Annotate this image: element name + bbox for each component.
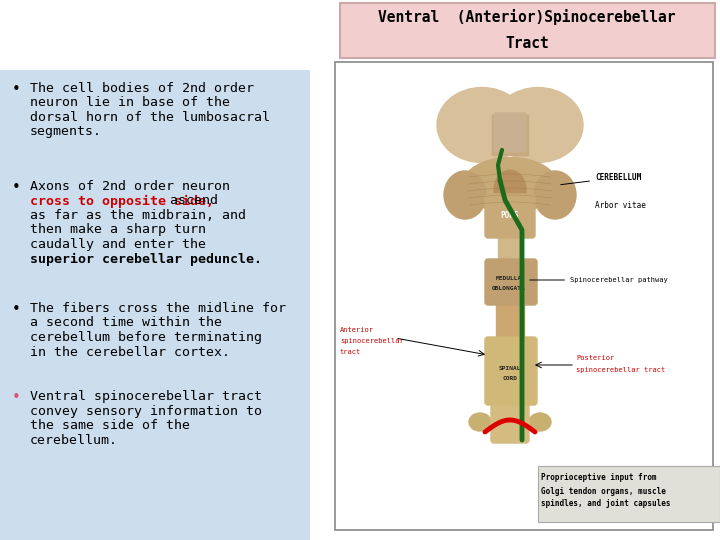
Text: Ventral spinocerebellar tract: Ventral spinocerebellar tract — [30, 390, 262, 403]
FancyBboxPatch shape — [485, 337, 537, 405]
Text: a second time within the: a second time within the — [30, 316, 222, 329]
Text: cerebellum.: cerebellum. — [30, 434, 118, 447]
Text: dorsal horn of the lumbosacral: dorsal horn of the lumbosacral — [30, 111, 270, 124]
FancyBboxPatch shape — [485, 259, 537, 305]
Text: The cell bodies of 2nd order: The cell bodies of 2nd order — [30, 82, 254, 95]
Ellipse shape — [444, 171, 486, 219]
Ellipse shape — [529, 413, 551, 431]
FancyBboxPatch shape — [491, 395, 529, 443]
Text: CEREBELLUM: CEREBELLUM — [561, 173, 642, 185]
Text: tract: tract — [340, 349, 361, 355]
Bar — [496, 300, 524, 345]
Text: spinocerebellar tract: spinocerebellar tract — [576, 367, 665, 373]
Text: Arbor vitae: Arbor vitae — [595, 200, 646, 210]
Text: Anterior: Anterior — [340, 327, 374, 333]
Text: the same side of the: the same side of the — [30, 419, 190, 432]
FancyBboxPatch shape — [485, 194, 535, 238]
Bar — [335, 62, 713, 530]
Text: The fibers cross the midline for: The fibers cross the midline for — [30, 302, 286, 315]
Text: •: • — [12, 302, 21, 317]
Text: spinocerebellar: spinocerebellar — [340, 338, 404, 344]
Text: •: • — [12, 180, 21, 195]
Ellipse shape — [437, 87, 527, 163]
Text: Golgi tendon organs, muscle: Golgi tendon organs, muscle — [541, 487, 666, 496]
Text: Axons of 2nd order neuron: Axons of 2nd order neuron — [30, 180, 230, 193]
Ellipse shape — [493, 87, 583, 163]
Bar — [492, 115, 528, 155]
Text: in the cerebellar cortex.: in the cerebellar cortex. — [30, 346, 230, 359]
Text: Proprioceptive input from: Proprioceptive input from — [541, 474, 657, 483]
Ellipse shape — [534, 171, 576, 219]
Ellipse shape — [469, 413, 491, 431]
Text: Posterior: Posterior — [576, 355, 614, 361]
Text: OBLONGATA: OBLONGATA — [492, 287, 526, 292]
Text: spindles, and joint capsules: spindles, and joint capsules — [541, 500, 670, 509]
Text: MEDULLA: MEDULLA — [496, 276, 522, 281]
Text: cross to opposite side,: cross to opposite side, — [30, 194, 214, 207]
Bar — [498, 235, 522, 265]
Ellipse shape — [462, 158, 557, 213]
Text: ascend: ascend — [162, 194, 218, 207]
FancyBboxPatch shape — [538, 466, 720, 522]
Bar — [340, 3, 715, 58]
Text: superior cerebellar peduncle.: superior cerebellar peduncle. — [30, 253, 262, 266]
FancyBboxPatch shape — [494, 113, 526, 152]
Text: PONS: PONS — [500, 211, 519, 219]
Ellipse shape — [494, 170, 526, 210]
Bar — [0, 70, 310, 540]
Text: segments.: segments. — [30, 125, 102, 138]
Text: CORD: CORD — [503, 376, 518, 381]
Text: neuron lie in base of the: neuron lie in base of the — [30, 97, 230, 110]
Text: •: • — [12, 390, 21, 405]
Text: SPINAL: SPINAL — [499, 366, 521, 370]
Text: Ventral  (Anterior)Spinocerebellar: Ventral (Anterior)Spinocerebellar — [378, 9, 676, 25]
Text: as far as the midbrain, and: as far as the midbrain, and — [30, 209, 246, 222]
Text: Spinocerebellar pathway: Spinocerebellar pathway — [530, 277, 667, 283]
Text: •: • — [12, 82, 21, 97]
Text: convey sensory information to: convey sensory information to — [30, 404, 262, 417]
Text: caudally and enter the: caudally and enter the — [30, 238, 206, 251]
Text: then make a sharp turn: then make a sharp turn — [30, 224, 206, 237]
Text: cerebellum before terminating: cerebellum before terminating — [30, 331, 262, 344]
Text: Tract: Tract — [505, 36, 549, 51]
